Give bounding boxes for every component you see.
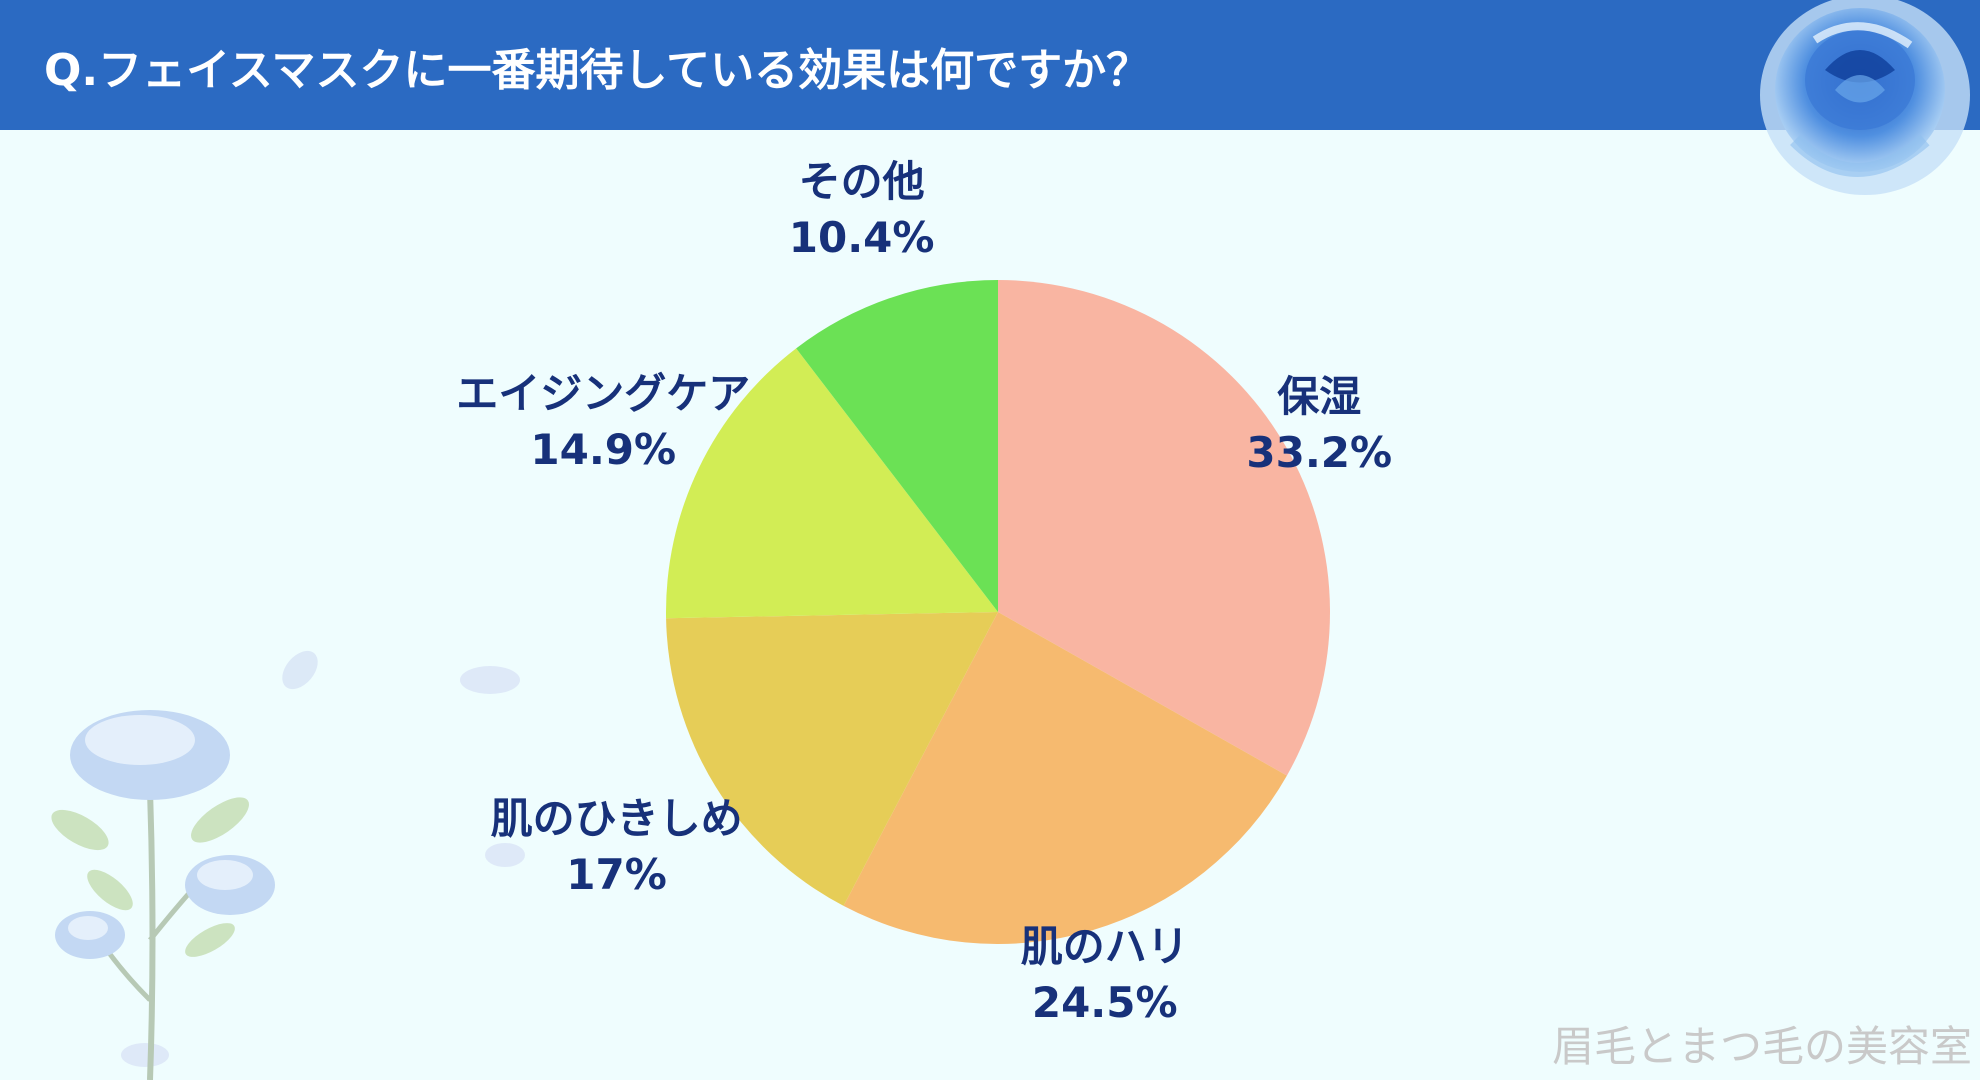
slice-label-2: 肌のハリ 24.5% <box>1021 919 1189 1031</box>
slice-label-3: 肌のひきしめ 17% <box>491 791 743 903</box>
rose-decoration-icon <box>1760 0 1970 195</box>
slice-label-1: 保湿 33.2% <box>1246 369 1392 481</box>
slice-value-label: 33.2% <box>1246 427 1393 477</box>
pie-slice-2 <box>843 612 1287 944</box>
slice-category-label: その他 <box>798 156 925 206</box>
slice-value-label: 17% <box>566 850 667 900</box>
pie-slice-3 <box>666 612 998 906</box>
slice-value-label: 24.5% <box>1031 978 1178 1028</box>
slice-label-5: その他 10.4% <box>789 154 935 266</box>
pie-slice-4 <box>665 348 998 619</box>
slice-value-label: 10.4% <box>788 212 935 262</box>
slice-category-label: 肌のひきしめ <box>490 794 743 844</box>
pie-slice-5 <box>796 280 998 612</box>
page-title: Q.フェイスマスクに一番期待している効果は何ですか？ <box>44 45 1151 96</box>
slice-category-label: エイジングケア <box>456 368 751 418</box>
watermark: 眉毛とまつ毛の美容室 <box>1551 1022 1972 1071</box>
slice-category-label: 保湿 <box>1277 371 1362 421</box>
pie-slice-1 <box>998 280 1330 776</box>
slice-value-label: 14.9% <box>530 424 677 474</box>
slice-label-4: エイジングケア 14.9% <box>456 366 750 478</box>
flower-decoration-icon <box>51 650 525 1080</box>
header-bar: Q.フェイスマスクに一番期待している効果は何ですか？ <box>0 0 1980 130</box>
slice-category-label: 肌のハリ <box>1020 922 1189 972</box>
